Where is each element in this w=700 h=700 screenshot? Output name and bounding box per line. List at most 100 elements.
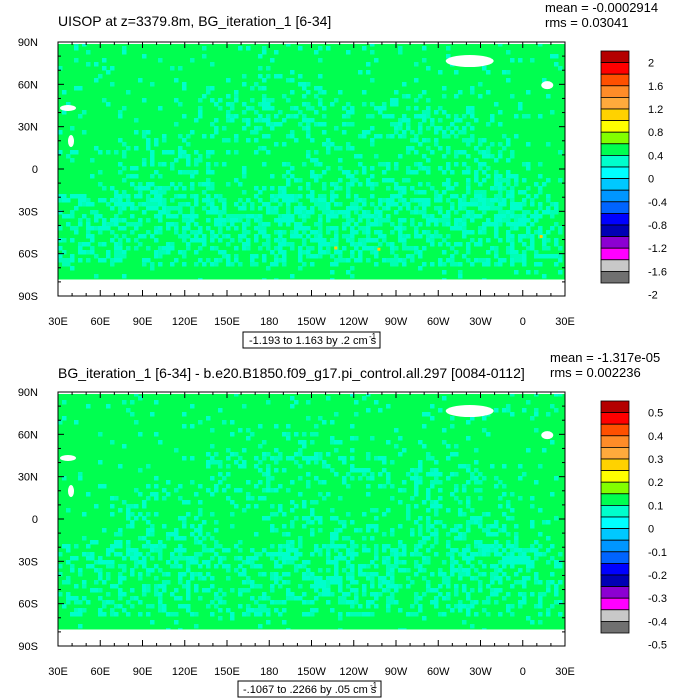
field-cell — [390, 460, 395, 465]
field-cell — [266, 488, 271, 493]
field-cell — [510, 262, 515, 267]
field-cell — [246, 218, 251, 223]
field-cell — [158, 210, 163, 215]
field-cell — [82, 242, 87, 247]
field-cell — [118, 580, 123, 585]
field-cell — [102, 604, 107, 609]
field-cell — [490, 186, 495, 191]
field-cell — [134, 118, 139, 123]
field-cell — [134, 488, 139, 493]
x-tick-label: 120E — [172, 666, 198, 678]
field-cell — [498, 560, 503, 565]
field-cell — [234, 246, 239, 251]
field-cell — [334, 516, 339, 521]
field-cell — [438, 166, 443, 171]
colorbar-swatch — [600, 446, 630, 460]
field-cell — [102, 580, 107, 585]
field-cell — [206, 416, 211, 421]
field-cell — [506, 222, 511, 227]
field-cell — [466, 572, 471, 577]
field-cell — [498, 218, 503, 223]
field-cell — [82, 194, 87, 199]
field-cell — [218, 218, 223, 223]
field-cell — [398, 222, 403, 227]
field-cell — [386, 472, 391, 477]
field-cell — [210, 444, 215, 449]
panel-top: UISOP at z=3379.8m, BG_iteration_1 [6-34… — [18, 0, 667, 349]
field-cell — [174, 560, 179, 565]
field-cell — [326, 560, 331, 565]
field-cell — [198, 532, 203, 537]
field-cell — [206, 86, 211, 91]
field-cell — [110, 218, 115, 223]
field-cell — [306, 576, 311, 581]
field-cell — [198, 246, 203, 251]
field-cell — [414, 150, 419, 155]
field-cell — [414, 114, 419, 119]
field-cell — [226, 138, 231, 143]
field-cell — [398, 226, 403, 231]
field-cell — [358, 134, 363, 139]
field-cell — [446, 592, 451, 597]
field-cell — [410, 138, 415, 143]
field-cell — [410, 476, 415, 481]
field-cell — [466, 528, 471, 533]
field-cell — [358, 612, 363, 617]
field-cell — [350, 552, 355, 557]
field-cell — [534, 576, 539, 581]
field-cell — [402, 178, 407, 183]
field-cell — [478, 238, 483, 243]
field-cell — [330, 182, 335, 187]
field-cell — [262, 592, 267, 597]
field-cell — [210, 456, 215, 461]
field-cell — [450, 194, 455, 199]
field-cell — [422, 616, 427, 621]
field-cell — [74, 608, 79, 613]
field-cell — [370, 612, 375, 617]
field-cell — [106, 254, 111, 259]
field-cell — [298, 552, 303, 557]
field-cell — [350, 548, 355, 553]
field-cell — [478, 214, 483, 219]
field-cell — [242, 222, 247, 227]
field-cell — [310, 576, 315, 581]
field-cell — [226, 218, 231, 223]
field-cell — [70, 226, 75, 231]
colorbar-label: 1.6 — [648, 81, 663, 93]
field-cell — [510, 210, 515, 215]
field-cell — [334, 214, 339, 219]
field-cell — [350, 468, 355, 473]
field-cell — [202, 548, 207, 553]
field-cell — [86, 198, 91, 203]
field-cell — [258, 66, 263, 71]
field-cell — [182, 226, 187, 231]
field-cell — [254, 138, 259, 143]
field-cell — [246, 198, 251, 203]
field-cell — [130, 556, 135, 561]
field-cell — [282, 524, 287, 529]
colorbar-swatch — [600, 493, 630, 506]
field-cell — [394, 428, 399, 433]
field-cell — [330, 580, 335, 585]
field-cell — [282, 560, 287, 565]
field-cell — [474, 194, 479, 199]
field-cell — [382, 460, 387, 465]
field-cell — [98, 588, 103, 593]
field-cell — [538, 596, 543, 601]
field-cell — [194, 572, 199, 577]
field-cell — [194, 118, 199, 123]
field-cell — [174, 98, 179, 103]
field-cell — [426, 238, 431, 243]
field-cell — [326, 544, 331, 549]
field-cell — [402, 94, 407, 99]
field-cell — [194, 158, 199, 163]
field-cell — [506, 178, 511, 183]
field-cell — [342, 524, 347, 529]
colorbar-swatch — [600, 62, 630, 75]
field-cell — [326, 218, 331, 223]
field-cell — [114, 150, 119, 155]
field-cell — [494, 246, 499, 251]
field-cell — [462, 206, 467, 211]
field-cell — [510, 584, 515, 589]
field-cell — [426, 556, 431, 561]
